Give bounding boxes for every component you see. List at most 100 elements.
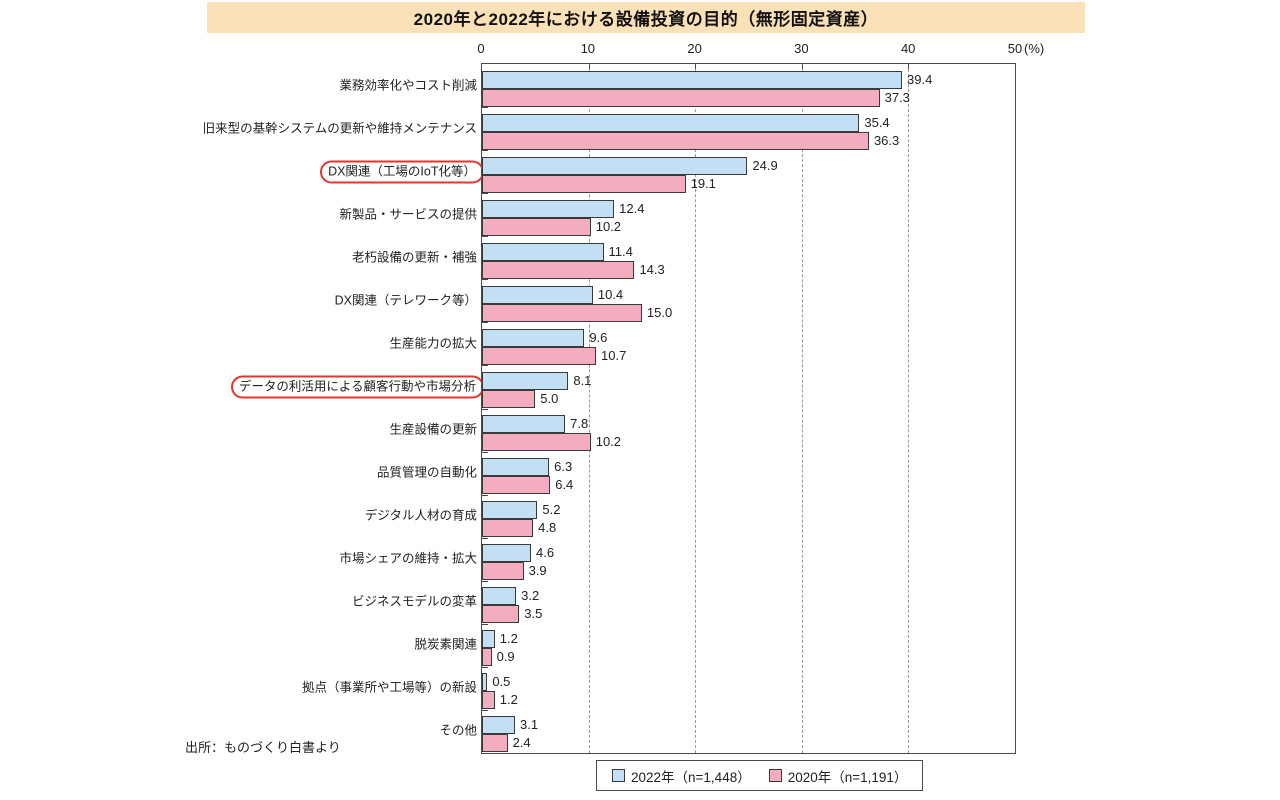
bar-row: 生産能力の拡大 9.6 10.7	[0, 322, 1280, 365]
bar-2020	[482, 303, 642, 322]
bar-2020	[482, 174, 686, 193]
y-axis-tick-mark	[482, 236, 488, 238]
bar-2022	[482, 501, 538, 520]
category-label: ビジネスモデルの変革	[351, 594, 477, 609]
bar-row: 旧来型の基幹システムの更新や維持メンテナンス 35.4 36.3	[0, 107, 1280, 150]
red-highlight-circle: DX関連（工場のIoT化等）	[320, 160, 484, 184]
bar-2020	[482, 734, 508, 753]
value-label-2020: 3.5	[524, 606, 543, 622]
bar-row: 脱炭素関連 1.2 0.9	[0, 624, 1280, 667]
value-label-2020: 5.0	[540, 390, 559, 406]
bar-2020	[482, 433, 591, 451]
y-axis-tick-mark	[482, 494, 488, 496]
legend: 2022年（n=1,448） 2020年（n=1,191）	[596, 760, 924, 791]
value-label-2020: 0.9	[496, 649, 515, 665]
bar-2022	[482, 70, 902, 89]
bar-2020	[482, 217, 591, 236]
bar-2020	[482, 260, 635, 279]
legend-item-2022: 2022年（n=1,448）	[612, 766, 751, 786]
value-label-2020: 19.1	[690, 175, 716, 191]
category-label: 老朽設備の更新・補強	[351, 250, 477, 265]
value-label-2022: 35.4	[864, 114, 890, 130]
bar-2022	[482, 113, 860, 132]
category-label: その他	[439, 723, 477, 738]
source-note: 出所：ものづくり白書より	[185, 740, 341, 755]
bar-row: デジタル人材の育成 5.2 4.8	[0, 495, 1280, 538]
value-label-2020: 36.3	[873, 132, 900, 148]
legend-label-2022: 2022年（n=1,448）	[631, 769, 751, 785]
y-axis-tick-mark	[482, 666, 488, 668]
bar-2022	[482, 328, 585, 347]
value-label-2022: 1.2	[499, 631, 518, 647]
y-axis-tick-mark	[482, 150, 488, 152]
bar-2022	[482, 371, 569, 390]
value-label-2022: 12.4	[619, 200, 645, 216]
bar-row: DX関連（工場のIoT化等） 24.9 19.1	[0, 150, 1280, 193]
value-label-2022: 39.4	[907, 71, 933, 87]
y-axis-tick-mark	[482, 107, 488, 109]
x-axis-tick-mark	[588, 64, 590, 69]
value-label-2020: 10.2	[595, 218, 622, 234]
gridline	[695, 64, 697, 753]
value-label-2022: 10.4	[597, 286, 624, 302]
value-label-2022: 5.2	[542, 502, 561, 518]
bar-2022	[482, 285, 593, 304]
legend-swatch-2022-icon	[612, 769, 625, 782]
y-axis-tick-mark	[482, 279, 488, 281]
bar-row: 老朽設備の更新・補強 11.4 14.3	[0, 236, 1280, 279]
bar-row: データの利活用による顧客行動や市場分析 8.1 5.0	[0, 365, 1280, 408]
bar-2022	[482, 630, 495, 649]
y-axis-tick-mark	[482, 322, 488, 324]
value-label-2020: 4.8	[538, 520, 557, 536]
value-label-2020: 10.2	[595, 434, 622, 449]
category-label: 拠点（事業所や工場等）の新設	[301, 680, 477, 695]
bar-row: 業務効率化やコスト削減 39.4 37.3	[0, 64, 1280, 107]
legend-swatch-2020-icon	[768, 769, 782, 782]
value-label-2022: 3.2	[521, 588, 540, 604]
y-axis-tick-mark	[482, 537, 488, 539]
category-label: データの利活用による顧客行動や市場分析	[230, 375, 484, 399]
category-label: 生産能力の拡大	[389, 336, 477, 351]
value-label-2022: 4.6	[536, 545, 555, 561]
bar-2022	[482, 458, 550, 477]
value-label-2022: 0.5	[492, 674, 511, 690]
y-axis-tick-mark	[482, 623, 488, 625]
bar-row: 新製品・サービスの提供 12.4 10.2	[0, 193, 1280, 236]
red-highlight-circle: データの利活用による顧客行動や市場分析	[230, 375, 484, 399]
gridline	[908, 64, 910, 753]
x-axis-tick-mark	[801, 64, 803, 69]
bar-row: ビジネスモデルの変革 3.2 3.5	[0, 581, 1280, 624]
value-label-2022: 7.8	[570, 416, 589, 431]
y-axis-tick-mark	[482, 365, 488, 367]
bar-2020	[482, 88, 880, 107]
title-banner: 2020年と2022年における設備投資の目的（無形固定資産）	[207, 2, 1085, 33]
bar-2020	[482, 131, 869, 150]
category-label: デジタル人材の育成	[364, 508, 477, 523]
bar-2022	[482, 242, 604, 261]
x-axis-tick-mark	[695, 64, 697, 69]
category-label: 業務効率化やコスト削減	[339, 78, 477, 93]
value-label-2020: 3.9	[528, 563, 547, 579]
bar-2020	[482, 389, 536, 408]
value-label-2020: 1.2	[499, 692, 518, 708]
category-label: 旧来型の基幹システムの更新や維持メンテナンス	[202, 121, 477, 136]
category-label: 品質管理の自動化	[376, 465, 477, 480]
bar-2022	[482, 587, 517, 606]
bar-2020	[482, 346, 597, 365]
value-label-2020: 14.3	[639, 261, 665, 277]
y-axis-tick-mark	[482, 408, 488, 410]
value-label-2022: 6.3	[554, 459, 573, 475]
bar-2020	[482, 648, 492, 667]
bar-row: 生産設備の更新 7.8 10.2	[0, 409, 1280, 452]
bar-2020	[482, 519, 534, 538]
bar-2022	[482, 156, 748, 175]
category-label: 市場シェアの維持・拡大	[339, 551, 477, 566]
bar-2020	[482, 691, 495, 710]
legend-label-2020: 2020年（n=1,191）	[787, 769, 908, 785]
bar-row: DX関連（テレワーク等） 10.4 15.0	[0, 279, 1280, 322]
legend-item-2020: 2020年（n=1,191）	[768, 766, 908, 786]
bar-row: その他 3.1 2.4	[0, 710, 1280, 753]
y-axis-tick-mark	[482, 580, 488, 582]
y-axis-tick-mark	[482, 451, 488, 453]
